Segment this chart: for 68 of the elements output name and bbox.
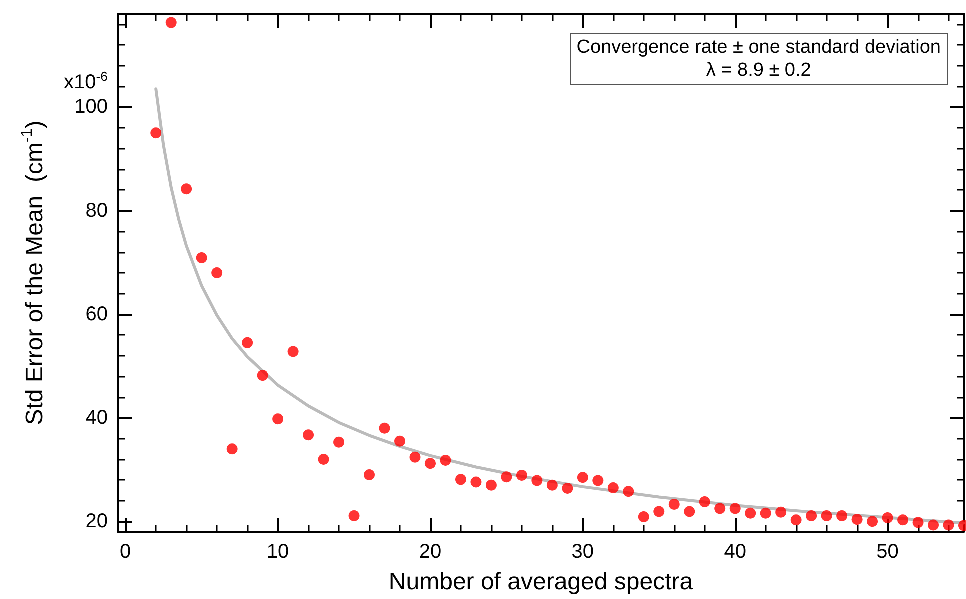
point: [714, 503, 726, 514]
point: [821, 510, 832, 522]
point: [150, 128, 162, 139]
point: [196, 252, 208, 264]
point: [546, 480, 558, 491]
y-tick-label: 40: [86, 407, 108, 430]
x-tick-label: 40: [724, 541, 746, 563]
point: [516, 470, 528, 482]
point: [166, 17, 177, 28]
point: [440, 455, 452, 466]
point: [562, 482, 574, 494]
point: [470, 476, 482, 488]
point: [394, 436, 406, 447]
point: [242, 337, 254, 348]
point: [425, 458, 436, 470]
point: [608, 482, 619, 494]
x-tick-label: 20: [419, 541, 442, 563]
x-axis-title: Number of averaged spectra: [388, 568, 694, 596]
point: [226, 444, 238, 455]
x-tick-label: 30: [572, 541, 594, 563]
point: [257, 370, 268, 382]
point: [272, 414, 284, 425]
point: [638, 511, 650, 522]
point: [898, 514, 909, 526]
point: [928, 520, 940, 531]
point: [836, 510, 848, 522]
point: [303, 430, 314, 441]
point: [760, 508, 772, 519]
point: [318, 454, 330, 465]
point: [806, 510, 818, 522]
point: [501, 472, 512, 483]
y-axis-title: Std Error of the Mean (cm-1): [19, 120, 48, 426]
y-tick-label: 100: [74, 96, 108, 118]
annotation: λ = 8.9 ± 0.2: [705, 59, 812, 82]
point: [852, 514, 863, 526]
point: [486, 480, 497, 491]
point: [867, 516, 878, 528]
point: [776, 506, 787, 518]
y-tick-label: 80: [86, 200, 108, 222]
point: [623, 486, 634, 498]
text: x10$^{-6}$: [64, 69, 108, 95]
point: [745, 508, 756, 519]
point: [379, 422, 390, 434]
point: [455, 474, 466, 486]
y-tick-label: 60: [86, 303, 108, 326]
point: [410, 452, 421, 463]
annotation: Convergence rate ± one standard deviation: [576, 36, 941, 59]
point: [532, 475, 543, 486]
y-tick-label: 20: [86, 510, 108, 533]
point: [364, 470, 376, 481]
x-tick-label: 0: [120, 541, 132, 563]
point: [912, 517, 924, 528]
point: [699, 496, 710, 508]
point: [577, 472, 588, 484]
point: [730, 503, 741, 514]
point: [790, 514, 802, 526]
point: [212, 268, 223, 278]
point: [684, 506, 696, 518]
point: [181, 184, 192, 195]
point: [882, 512, 894, 524]
point: [592, 475, 604, 486]
point: [334, 436, 345, 448]
point: [654, 506, 665, 518]
point: [348, 510, 360, 522]
point: [288, 346, 299, 358]
x-tick-label: 50: [876, 541, 899, 563]
x-tick-label: 10: [266, 541, 290, 563]
point: [668, 499, 680, 510]
